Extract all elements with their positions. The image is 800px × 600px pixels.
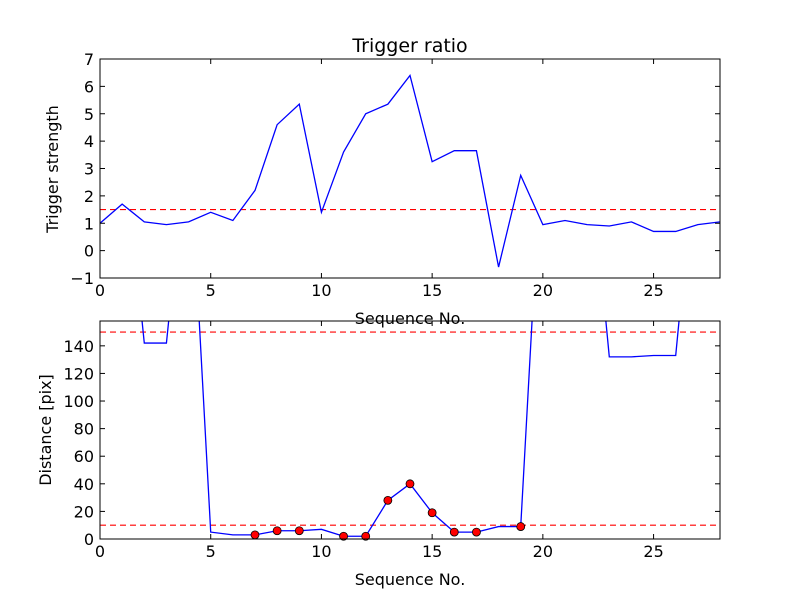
- x-tick-label: 5: [206, 281, 216, 300]
- x-tick-label: 25: [643, 542, 663, 561]
- x-tick-label: 0: [95, 542, 105, 561]
- data-point: [383, 495, 393, 505]
- distance-panel: 0 5 10 15 20 25 0 20 40 60 80 100 120 140 Sequence No…: [36, 320, 721, 589]
- data-point: [294, 526, 304, 536]
- x-tick-label: 10: [311, 542, 331, 561]
- plot-frame: [99, 320, 721, 540]
- y-tick-label: 0: [84, 530, 94, 549]
- x-tick-label: 10: [311, 281, 331, 300]
- x-tick-label: 20: [533, 542, 553, 561]
- x-tick-label: 0: [95, 281, 105, 300]
- chart-title: Trigger ratio: [351, 35, 467, 57]
- y-tick-label: 80: [74, 420, 94, 439]
- data-point: [339, 531, 348, 541]
- y-tick-label: 6: [84, 77, 94, 96]
- x-tick-label: 20: [533, 281, 553, 300]
- y-tick-label: 5: [84, 105, 94, 124]
- y-tick-label: 60: [74, 447, 94, 466]
- data-point: [272, 526, 282, 536]
- y-axis-label: Trigger strength: [43, 105, 62, 234]
- y-tick-label: 7: [84, 50, 94, 69]
- y-tick-label: 4: [84, 132, 94, 151]
- y-tick-label: 20: [74, 502, 94, 521]
- data-point: [516, 522, 526, 531]
- y-axis-label: Distance [pix]: [36, 374, 55, 486]
- series-line: [100, 73, 720, 268]
- x-axis-label: Sequence No.: [355, 309, 466, 328]
- y-tick-label: 140: [63, 337, 94, 356]
- x-axis-label: Sequence No.: [355, 570, 466, 589]
- x-tick-label: 15: [422, 281, 442, 300]
- data-point: [250, 530, 260, 540]
- data-point: [449, 527, 459, 537]
- data-point: [472, 527, 481, 537]
- x-tick-label: 25: [643, 281, 663, 300]
- y-tick-label: 2: [84, 187, 94, 206]
- y-tick-label: 1: [84, 214, 94, 233]
- x-tick-label: 5: [206, 542, 216, 561]
- data-point: [427, 508, 437, 518]
- y-tick-label: 40: [74, 475, 94, 494]
- data-point: [405, 479, 415, 489]
- y-tick-label: 120: [63, 364, 94, 383]
- x-tick-label: 15: [422, 542, 442, 561]
- y-tick-label: 100: [63, 392, 94, 411]
- data-point: [361, 531, 371, 541]
- y-tick-label: 0: [84, 242, 94, 261]
- y-tick-label: 3: [84, 160, 94, 179]
- series-line: [141, 321, 680, 537]
- y-tick-label: −1: [70, 269, 94, 288]
